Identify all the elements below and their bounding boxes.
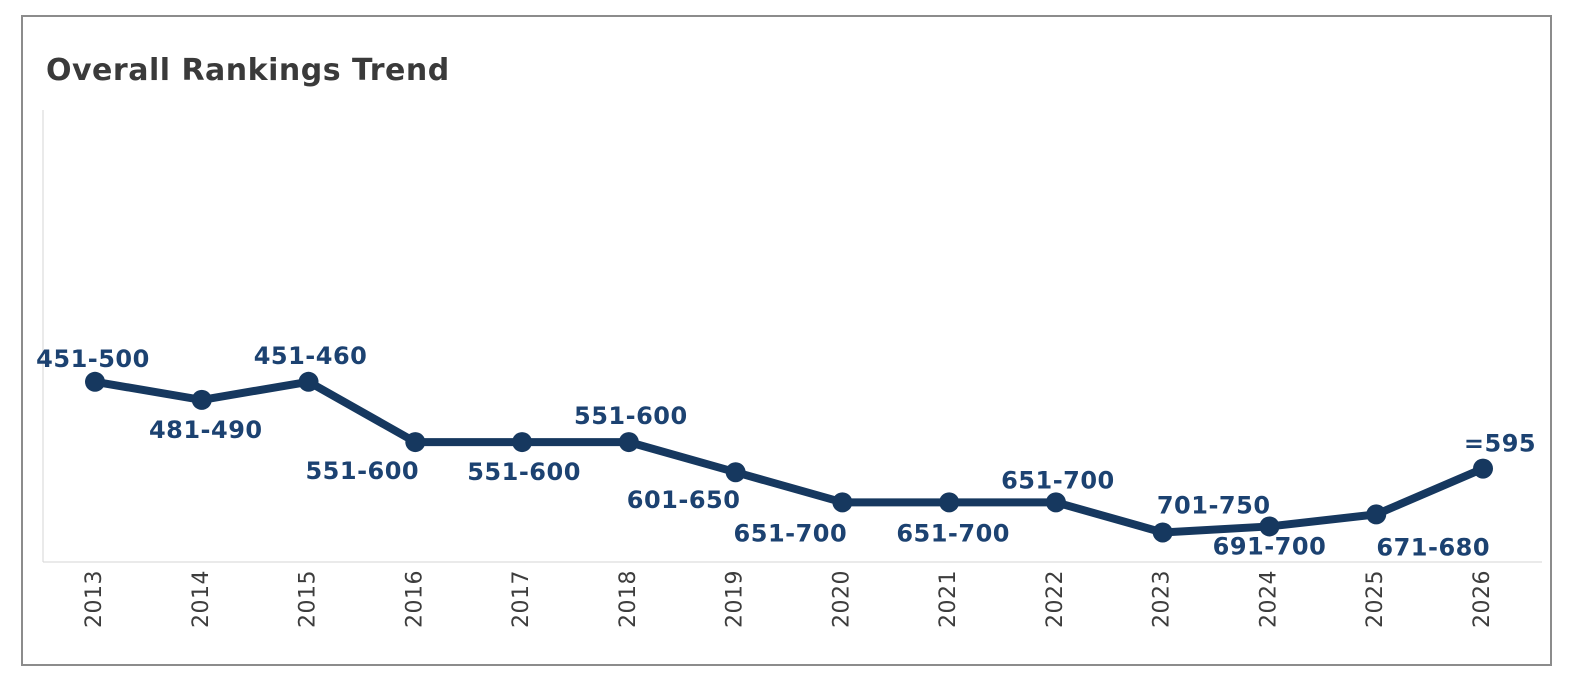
x-tick-label-2016: 2016	[402, 570, 427, 628]
data-point-label-2018: 551-600	[574, 402, 688, 430]
data-point-label-2019: 601-650	[627, 486, 741, 514]
data-point-label-2024: 691-700	[1213, 532, 1327, 560]
x-tick-label-2013: 2013	[82, 570, 107, 628]
x-tick-label-2019: 2019	[723, 570, 748, 628]
x-tick-label-2015: 2015	[296, 570, 321, 628]
data-point-marker-2019	[725, 462, 746, 483]
data-point-marker-2024	[1259, 516, 1280, 537]
data-point-marker-2021	[939, 492, 960, 513]
data-point-marker-2022	[1045, 492, 1066, 513]
data-point-marker-2016	[405, 432, 426, 453]
data-point-label-2017: 551-600	[467, 458, 581, 486]
data-point-marker-2017	[512, 432, 533, 453]
data-point-label-2025: 671-680	[1376, 533, 1490, 561]
data-point-label-2021: 651-700	[896, 519, 1010, 547]
x-tick-label-2017: 2017	[509, 570, 534, 628]
data-point-marker-2013	[85, 371, 105, 392]
trend-line	[91, 377, 1487, 537]
data-point-marker-2018	[618, 432, 639, 453]
x-tick-label-2014: 2014	[189, 570, 214, 628]
data-point-label-2015: 451-460	[254, 342, 368, 370]
data-point-label-2013: 451-500	[36, 345, 150, 373]
data-point-marker-2023	[1152, 522, 1173, 543]
x-tick-label-2022: 2022	[1043, 570, 1068, 628]
data-point-marker-2014	[191, 389, 212, 410]
data-point-marker-2025	[1366, 504, 1387, 525]
chart-frame	[21, 15, 1552, 666]
x-tick-label-2020: 2020	[829, 570, 854, 628]
x-tick-label-2025: 2025	[1363, 570, 1388, 628]
x-tick-label-2026: 2026	[1470, 570, 1495, 628]
x-tick-label-2018: 2018	[616, 570, 641, 628]
chart-title: Overall Rankings Trend	[46, 53, 450, 88]
data-point-marker-2026	[1473, 458, 1493, 479]
data-point-label-2014: 481-490	[149, 416, 263, 444]
x-tick-label-2023: 2023	[1150, 570, 1175, 628]
data-point-label-2023: 701-750	[1157, 491, 1271, 519]
data-point-label-2026: =595	[1464, 430, 1536, 458]
data-point-label-2022: 651-700	[1001, 466, 1115, 494]
data-point-label-2020: 651-700	[734, 519, 848, 547]
data-point-marker-2015	[298, 371, 319, 392]
data-point-label-2016: 551-600	[305, 457, 419, 485]
x-tick-label-2024: 2024	[1256, 570, 1281, 628]
data-point-marker-2020	[832, 492, 853, 513]
x-tick-label-2021: 2021	[936, 570, 961, 628]
